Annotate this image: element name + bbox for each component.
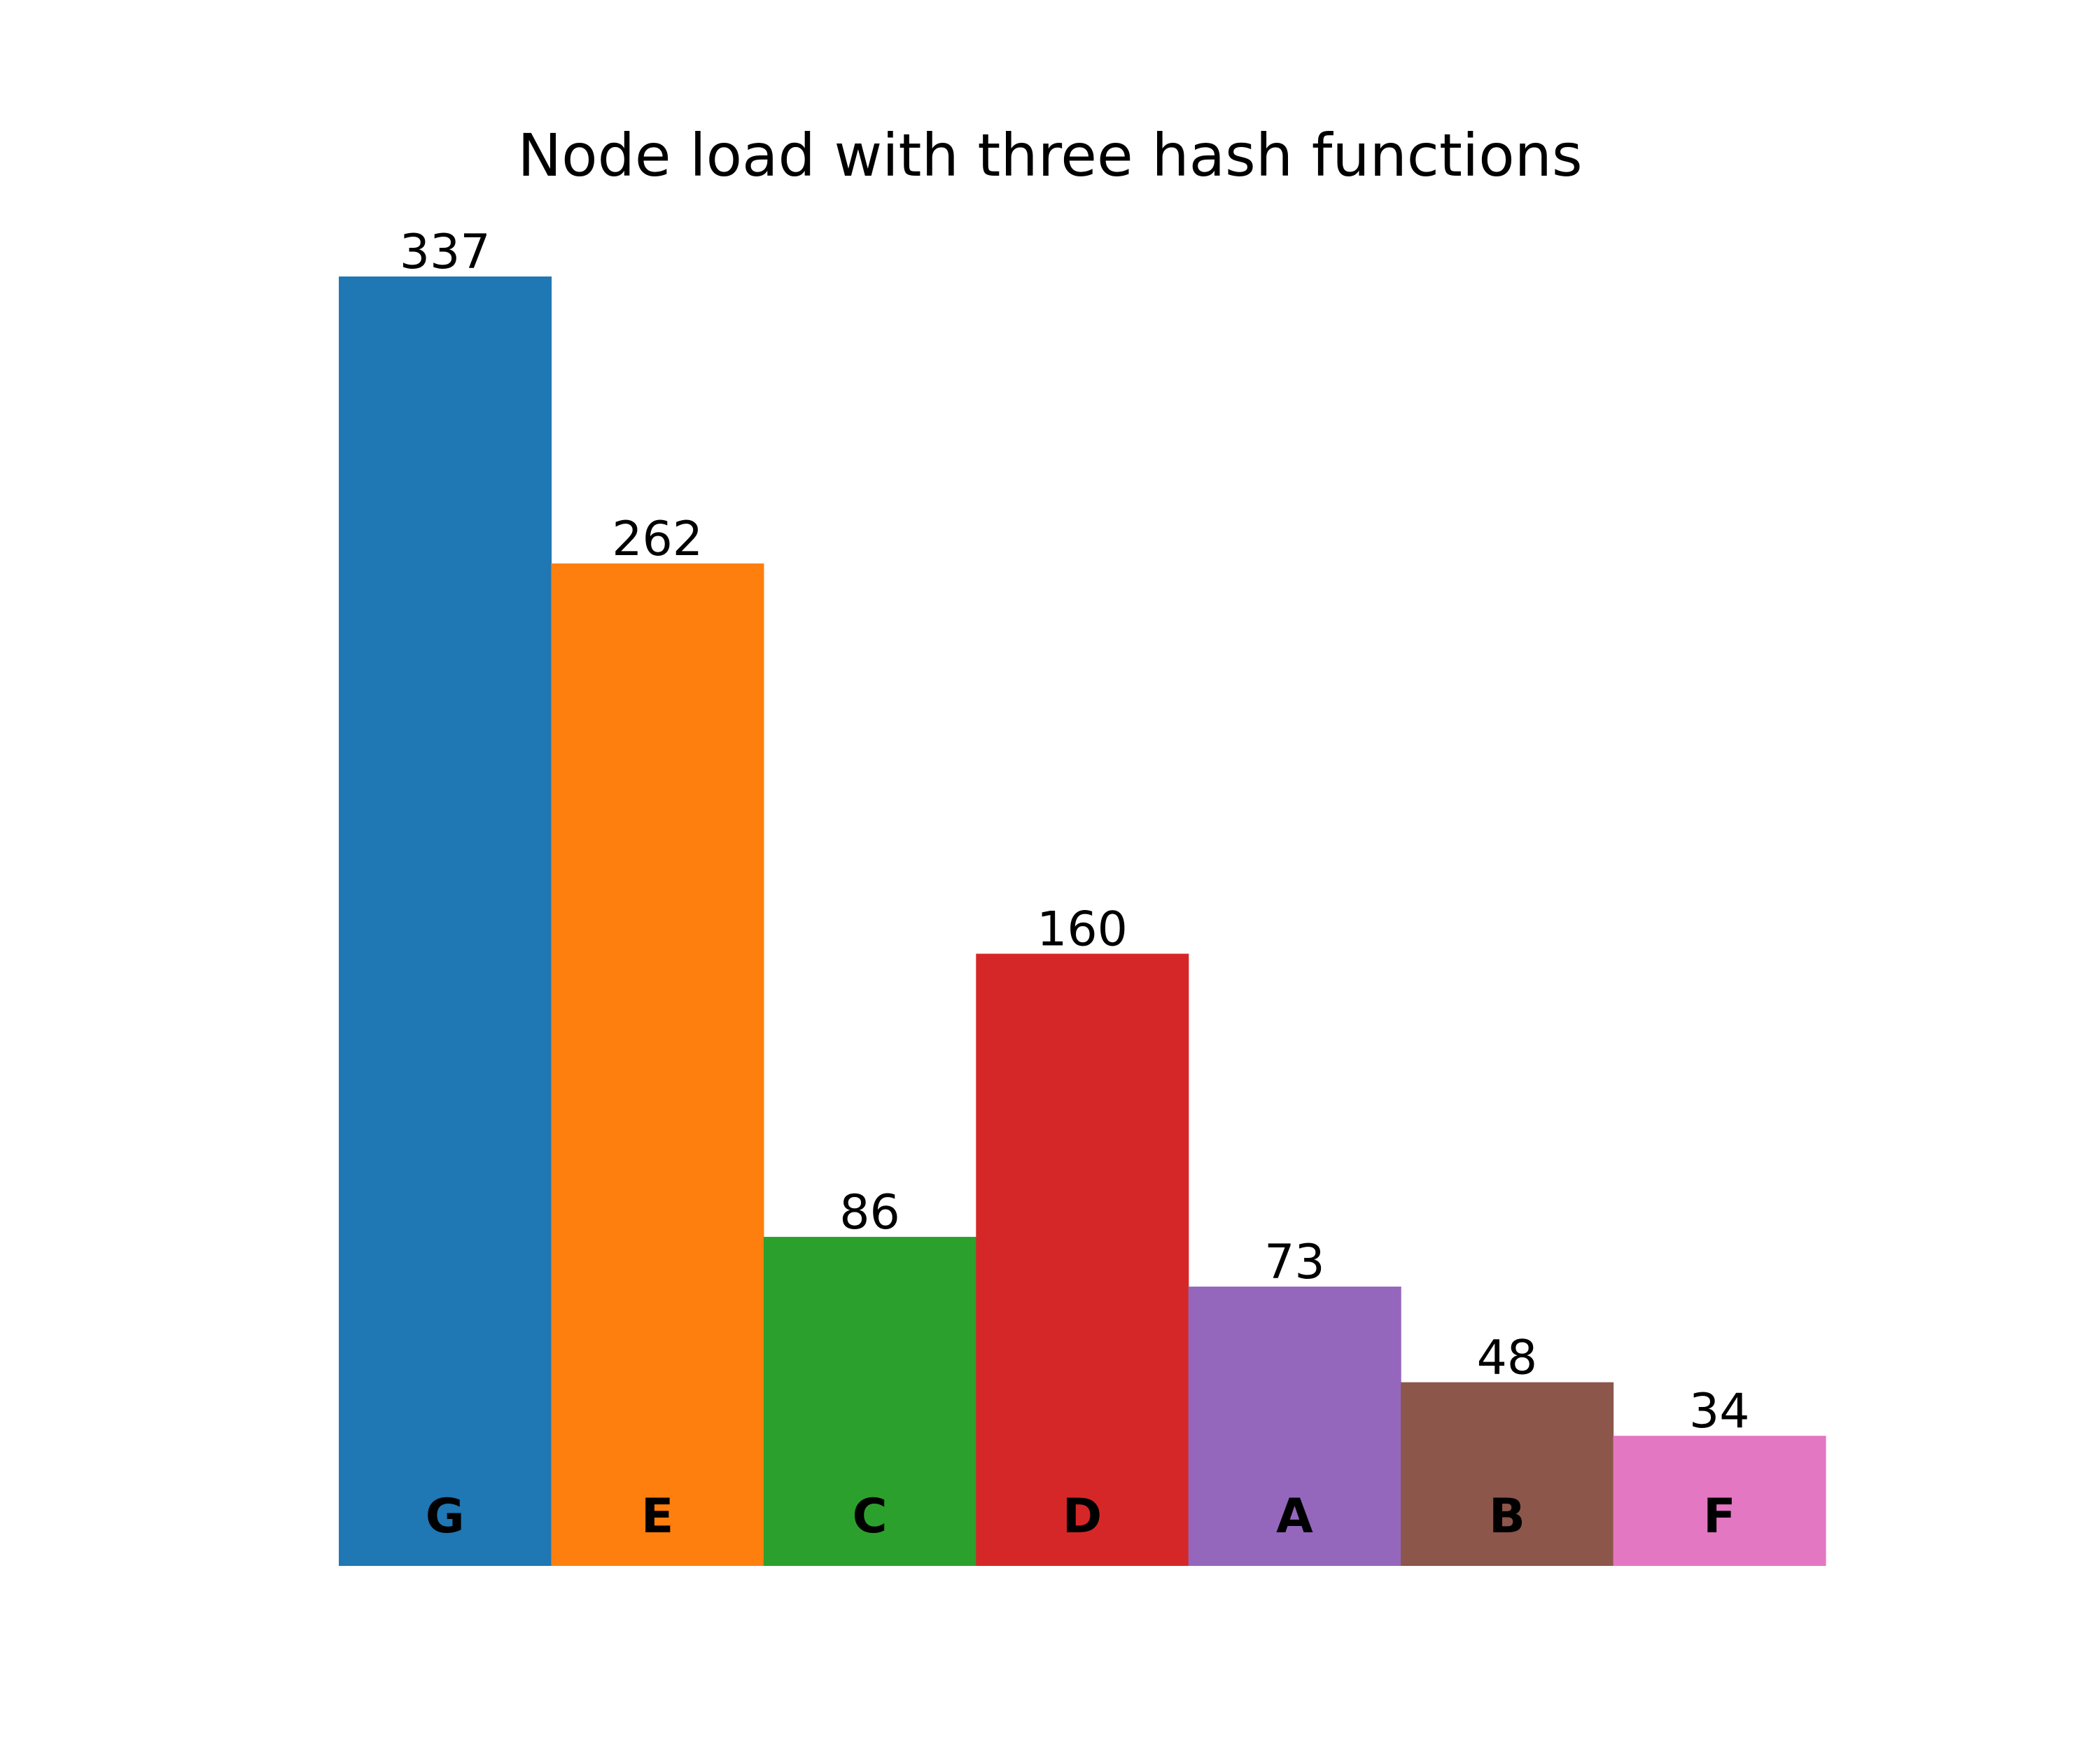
value-label-b: 48 (1477, 1331, 1538, 1386)
bar-a (1188, 1286, 1401, 1566)
value-label-g: 337 (400, 225, 491, 280)
bar-e (551, 563, 764, 1567)
category-label-f: F (1703, 1489, 1735, 1544)
category-label-c: C (853, 1489, 888, 1544)
value-label-f: 34 (1689, 1384, 1750, 1439)
category-label-d: D (1063, 1489, 1102, 1544)
bar-c (763, 1236, 976, 1566)
value-label-c: 86 (839, 1185, 900, 1240)
value-label-d: 160 (1037, 902, 1128, 957)
value-label-e: 262 (612, 512, 703, 567)
chart-title: Node load with three hash functions (517, 121, 1583, 190)
bars-layer: 337 G 262 E 86 C 160 D 73 A 48 B 34 F (339, 225, 1826, 1567)
category-label-e: E (641, 1489, 673, 1544)
bar-d (976, 953, 1189, 1566)
category-label-g: G (426, 1489, 465, 1544)
bar-g (339, 276, 552, 1566)
category-label-a: A (1276, 1489, 1313, 1544)
category-label-b: B (1489, 1489, 1525, 1544)
bar-f (1613, 1436, 1826, 1566)
bar-b (1401, 1382, 1614, 1566)
value-label-a: 73 (1264, 1235, 1325, 1290)
